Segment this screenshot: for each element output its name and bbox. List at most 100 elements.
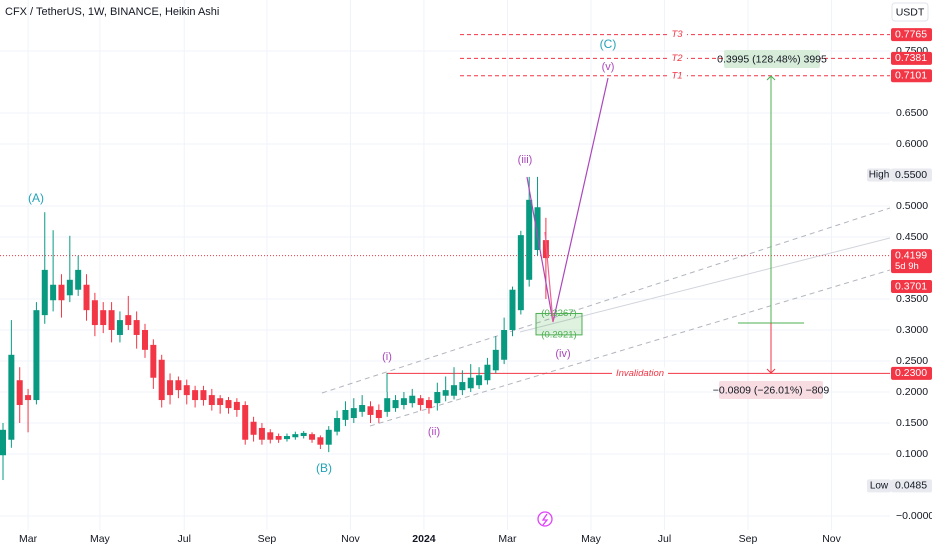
candle-body [83, 284, 90, 311]
wave-label: (ii) [428, 426, 440, 438]
candle-body [133, 320, 140, 335]
measure-arrow [766, 368, 776, 374]
x-tick-label: Nov [341, 533, 360, 545]
candle-body [526, 199, 533, 280]
candle-body [275, 436, 282, 440]
currency: USDT [896, 6, 925, 18]
levels: T3 T2 T1 Invalidation [0, 28, 890, 380]
x-tick-label: Mar [19, 533, 38, 545]
price-label-box [891, 366, 932, 380]
invalidation-label-bg [612, 367, 668, 380]
candle-body [16, 380, 23, 406]
candle-body [41, 269, 48, 316]
candle-body [217, 398, 224, 406]
candle-body [492, 349, 499, 371]
candle-body [425, 400, 432, 409]
measure-up-box [724, 50, 820, 68]
zone-box [535, 312, 583, 336]
x-tick-label: Mar [498, 533, 517, 545]
candle-body [175, 380, 182, 391]
channel-lower [369, 269, 891, 427]
x-tick-label: May [90, 533, 111, 545]
y-tick-label: 0.1500 [896, 417, 928, 429]
y-tick-label: 0.6000 [896, 138, 928, 150]
candle-body [158, 359, 165, 401]
channel-upper [321, 207, 891, 394]
candle-body [392, 400, 399, 409]
wave-label: (iii) [518, 154, 533, 166]
target-label: T3 [671, 29, 683, 40]
candle-body [258, 427, 265, 440]
candle-body [509, 289, 516, 331]
candle-body [334, 418, 341, 432]
chart-title: CFX / TetherUS, 1W, BINANCE, Heikin Ashi [5, 6, 219, 18]
x-tick-label: Sep [739, 533, 758, 545]
grid [0, 0, 890, 530]
candles [0, 176, 549, 481]
candle-body [0, 429, 7, 456]
price-axis [890, 0, 932, 550]
price-label: 0.3701 [895, 280, 927, 292]
candle-body [442, 390, 449, 396]
wave-label: (C) [600, 37, 617, 51]
candle-body [476, 375, 483, 386]
candle-body [250, 421, 257, 435]
candle-body [467, 377, 474, 389]
price-label-box [891, 249, 932, 274]
invalidation-label: Invalidation [616, 368, 664, 379]
target-label-bg [667, 52, 687, 65]
candle-body [501, 330, 508, 360]
x-tick-label: Jul [658, 533, 671, 545]
candle-body [183, 385, 190, 396]
price-label: 0.7101 [895, 70, 927, 82]
candle-body [75, 269, 82, 290]
candle-body [33, 310, 40, 401]
price-label: 0.5500 [895, 169, 927, 181]
candle-body [542, 240, 549, 259]
y-tick-label: 0.3000 [896, 324, 928, 336]
candle-body [451, 385, 458, 396]
y-tick-label: 0.2000 [896, 386, 928, 398]
candle-body [400, 398, 407, 406]
wave-label: (iv) [555, 348, 570, 360]
measure-down-label: −0.0809 (−26.01%) −809 [713, 384, 830, 396]
candle-body [58, 284, 65, 301]
price-label: 0.7381 [895, 52, 927, 64]
wave-label: (A) [28, 191, 44, 205]
candle-body [409, 395, 416, 404]
measure-down-box [719, 381, 823, 399]
currency-button[interactable] [891, 2, 929, 22]
y-tick-label: 0.2500 [896, 355, 928, 367]
candle-body [167, 380, 174, 396]
candle-body [242, 405, 249, 440]
event-icon[interactable] [537, 511, 553, 527]
price-label-box [891, 28, 932, 42]
target-label-bg [667, 69, 687, 82]
wave-path-pink [544, 231, 554, 323]
measure-arrow [766, 75, 776, 81]
candle-body [141, 330, 148, 350]
wave-label: (v) [602, 61, 615, 73]
price-tag-box [867, 479, 891, 493]
candle-body [283, 436, 290, 440]
price-label: 0.0485 [895, 480, 927, 492]
price-label: 0.4199 [895, 249, 927, 261]
price-label: 0.7765 [895, 28, 927, 40]
y-tick-label: 0.6500 [896, 107, 928, 119]
x-tick-label: May [581, 533, 602, 545]
candle-body [534, 207, 541, 251]
price-tag: Low [870, 481, 889, 492]
candle-body [359, 405, 366, 412]
candle-body [66, 279, 73, 296]
candle-body [225, 400, 232, 409]
wave-label: (B) [316, 461, 332, 475]
price-tag-box [867, 168, 891, 182]
target-label: T1 [671, 70, 682, 81]
candle-body [8, 354, 15, 440]
candle-body [233, 401, 240, 410]
candle-body [91, 300, 98, 326]
measure-up-label: 0.3995 (128.48%) 3995 [717, 53, 827, 65]
candle-body [375, 409, 382, 419]
x-tick-label: Jul [178, 533, 191, 545]
